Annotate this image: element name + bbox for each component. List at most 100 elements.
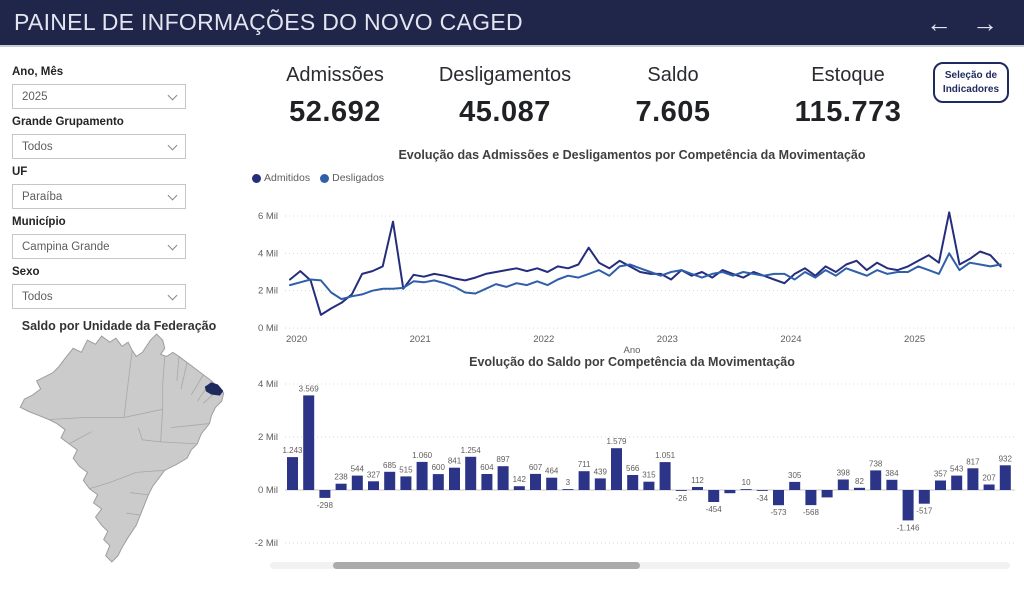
- filter-dropdown-ano-mes[interactable]: 2025: [12, 84, 186, 109]
- svg-text:-517: -517: [916, 507, 933, 516]
- svg-text:439: 439: [594, 467, 608, 476]
- kpi-value: 45.087: [459, 96, 551, 128]
- header: PAINEL DE INFORMAÇÕES DO NOVO CAGED ← →: [0, 0, 1024, 47]
- filter-label-ano-mes: Ano, Mês: [12, 66, 64, 78]
- svg-text:-1.146: -1.146: [897, 523, 920, 532]
- svg-text:515: 515: [399, 465, 413, 474]
- filter-dropdown-uf[interactable]: Paraíba: [12, 184, 186, 209]
- svg-text:357: 357: [934, 470, 948, 479]
- svg-text:-573: -573: [770, 508, 787, 517]
- nav-back-icon[interactable]: ←: [926, 7, 952, 38]
- svg-text:82: 82: [855, 477, 864, 486]
- filter-value-ano-mes: 2025: [22, 90, 48, 103]
- filter-label-grande-grupamento: Grande Grupamento: [12, 116, 124, 128]
- page-navigation: ← →: [926, 10, 1010, 36]
- svg-text:305: 305: [788, 471, 802, 480]
- svg-text:604: 604: [480, 463, 494, 472]
- chevron-down-icon: [167, 190, 178, 200]
- chevron-down-icon: [167, 290, 178, 300]
- line-chart-plot[interactable]: 0 Mil 2 Mil 4 Mil 6 Mil 2020 2021 2022 2023 2024…: [240, 200, 1024, 352]
- svg-text:4 Mil: 4 Mil: [258, 248, 278, 259]
- svg-text:544: 544: [351, 465, 365, 474]
- nav-forward-icon[interactable]: →: [972, 7, 998, 38]
- page-title: PAINEL DE INFORMAÇÕES DO NOVO CAGED: [14, 9, 523, 35]
- legend-dot-icon: [252, 173, 261, 183]
- legend-item-admitidos[interactable]: Admitidos: [252, 172, 310, 184]
- svg-text:1.051: 1.051: [655, 451, 676, 460]
- svg-text:2022: 2022: [533, 334, 554, 345]
- filter-dropdown-sexo[interactable]: Todos: [12, 284, 186, 309]
- filter-value-municipio: Campina Grande: [22, 240, 110, 253]
- filter-label-sexo: Sexo: [12, 266, 40, 278]
- button-label-line2: Indicadores: [942, 83, 1000, 95]
- svg-text:0 Mil: 0 Mil: [258, 323, 278, 334]
- svg-text:685: 685: [383, 461, 397, 470]
- kpi-saldo: Saldo 7.605: [585, 64, 761, 129]
- svg-text:1.579: 1.579: [606, 437, 627, 446]
- kpi-label: Saldo: [647, 64, 699, 86]
- svg-text:-454: -454: [706, 505, 723, 514]
- selecao-indicadores-button[interactable]: Seleção de Indicadores: [933, 62, 1009, 103]
- svg-text:464: 464: [545, 467, 559, 476]
- kpi-label: Desligamentos: [438, 64, 572, 86]
- svg-text:398: 398: [837, 469, 851, 478]
- legend-label: Admitidos: [264, 172, 311, 184]
- svg-text:2 Mil: 2 Mil: [258, 432, 278, 443]
- filter-value-sexo: Todos: [22, 290, 53, 303]
- chevron-down-icon: [167, 90, 178, 100]
- map-title: Saldo por Unidade da Federação: [21, 319, 217, 333]
- kpi-estoque: Estoque 115.773: [760, 64, 936, 129]
- svg-text:1.243: 1.243: [282, 446, 303, 455]
- button-label-line1: Seleção de: [944, 70, 998, 81]
- legend-item-desligados[interactable]: Desligados: [320, 172, 384, 184]
- svg-text:2024: 2024: [780, 334, 801, 345]
- svg-text:566: 566: [626, 464, 640, 473]
- svg-text:4 Mil: 4 Mil: [258, 379, 278, 390]
- scrollbar-thumb[interactable]: [333, 562, 640, 569]
- svg-text:841: 841: [448, 457, 462, 466]
- paraiba-state-highlight[interactable]: [204, 382, 224, 396]
- brazil-map-svg: [19, 333, 225, 563]
- svg-text:142: 142: [513, 475, 527, 484]
- svg-text:600: 600: [432, 463, 446, 472]
- svg-text:-298: -298: [317, 501, 334, 510]
- kpi-desligamentos: Desligamentos 45.087: [417, 64, 593, 129]
- filter-panel: Ano, Mês 2025 Grande Grupamento Todos UF…: [0, 47, 240, 333]
- svg-text:897: 897: [496, 455, 510, 464]
- filter-value-uf: Paraíba: [22, 190, 63, 203]
- kpi-label: Admissões: [286, 64, 384, 86]
- state-borders: [48, 350, 220, 516]
- line-chart-legend: Admitidos Desligados: [252, 172, 384, 184]
- svg-text:1.254: 1.254: [461, 446, 482, 455]
- svg-text:932: 932: [999, 454, 1013, 463]
- filter-dropdown-municipio[interactable]: Campina Grande: [12, 234, 186, 259]
- svg-text:738: 738: [869, 459, 883, 468]
- svg-text:207: 207: [982, 474, 996, 483]
- svg-text:112: 112: [691, 476, 704, 485]
- svg-text:0 Mil: 0 Mil: [258, 485, 278, 496]
- svg-text:-34: -34: [757, 494, 769, 503]
- filter-dropdown-grande-grupamento[interactable]: Todos: [12, 134, 186, 159]
- brazil-outline-shape[interactable]: [19, 333, 225, 563]
- svg-text:-26: -26: [676, 494, 688, 503]
- svg-text:2020: 2020: [286, 334, 307, 345]
- svg-text:10: 10: [742, 478, 751, 487]
- svg-text:2023: 2023: [657, 334, 678, 345]
- filter-label-municipio: Município: [12, 216, 66, 228]
- svg-text:6 Mil: 6 Mil: [258, 211, 278, 222]
- kpi-admissoes: Admissões 52.692: [247, 64, 423, 129]
- svg-text:2 Mil: 2 Mil: [258, 286, 278, 297]
- brazil-map[interactable]: [8, 330, 236, 570]
- line-chart-admissoes-desligamentos: Evolução das Admissões e Desligamentos p…: [240, 148, 1024, 356]
- horizontal-scrollbar[interactable]: [270, 562, 1010, 569]
- legend-dot-icon: [320, 173, 330, 183]
- svg-text:3: 3: [566, 478, 571, 487]
- svg-text:3.569: 3.569: [299, 384, 320, 393]
- svg-text:-568: -568: [803, 508, 820, 517]
- bar-chart-title: Evolução do Saldo por Competência da Mov…: [469, 355, 795, 369]
- line-chart-title: Evolução das Admissões e Desligamentos p…: [398, 148, 866, 162]
- filter-value-grande-grupamento: Todos: [22, 140, 53, 153]
- svg-text:327: 327: [367, 470, 381, 479]
